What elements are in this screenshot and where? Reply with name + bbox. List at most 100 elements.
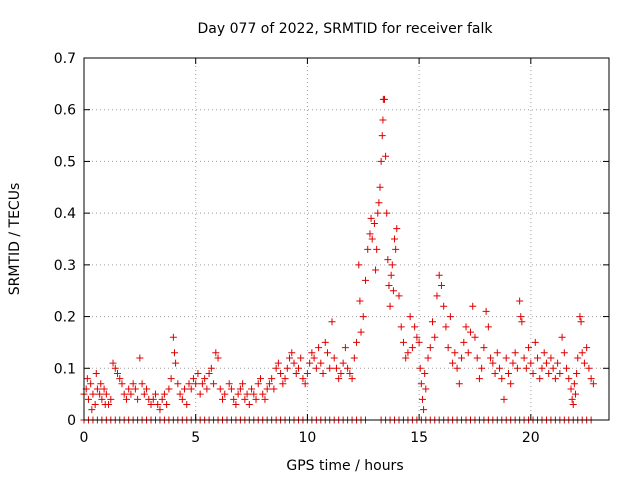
data-point [189,375,197,383]
data-point [391,235,399,243]
data-point [388,261,396,269]
data-point [297,354,305,362]
data-point [517,313,525,321]
data-point [411,323,419,331]
data-point [303,369,311,377]
data-point [570,380,578,388]
data-point [127,390,135,398]
data-point [172,359,180,367]
data-point [292,369,300,377]
data-point [109,359,117,367]
data-point [475,375,483,383]
data-point [560,349,568,357]
plot-frame [83,57,610,421]
data-point [433,292,441,300]
data-point [272,364,280,372]
data-point [207,364,215,372]
data-point [265,380,273,388]
data-point [96,390,104,398]
data-point [402,354,410,362]
data-point [93,385,101,393]
data-point [469,302,477,310]
data-point [332,364,340,372]
data-point [100,385,108,393]
data-point [393,225,401,233]
data-point [389,287,397,295]
data-point [529,369,537,377]
data-markers [80,95,597,424]
data-point [551,375,559,383]
data-point [418,395,426,403]
data-point [160,390,168,398]
data-point [366,230,374,238]
data-point [97,380,105,388]
x-tick-label: 15 [410,430,428,446]
data-point [525,344,533,352]
data-point [364,245,372,253]
data-point [111,364,119,372]
data-point [286,354,294,362]
data-point [283,364,291,372]
data-point [341,344,349,352]
data-point [375,199,383,207]
data-point [248,385,256,393]
data-point [384,256,392,264]
data-point [491,369,499,377]
data-point [385,282,393,290]
chart-title: Day 077 of 2022, SRMTID for receiver fal… [198,21,494,37]
data-point [256,375,264,383]
x-tick-label: 10 [298,430,316,446]
data-point [310,354,318,362]
y-tick-label: 0.6 [54,103,76,119]
data-point [241,395,249,403]
data-point [421,369,429,377]
data-point [192,380,200,388]
data-point [129,380,137,388]
data-point [87,380,95,388]
data-point [361,276,369,284]
data-point [301,380,309,388]
data-point [178,395,186,403]
data-point [379,116,387,124]
data-point [89,390,97,398]
data-point [312,364,320,372]
data-point [549,364,557,372]
data-point [451,349,459,357]
data-point [507,380,515,388]
data-point [513,364,521,372]
data-point [589,380,597,388]
data-point [250,390,258,398]
data-point [357,328,365,336]
grid-lines [84,58,609,420]
data-point [203,385,211,393]
y-tick-label: 0.5 [54,154,76,170]
data-point [516,297,524,305]
data-point [120,390,128,398]
data-point [196,390,204,398]
data-point [511,349,519,357]
data-point [151,390,159,398]
data-point [404,349,412,357]
data-point [355,261,363,269]
data-point [408,344,416,352]
data-point [509,359,517,367]
data-point [534,354,542,362]
data-point [116,375,124,383]
data-point [587,375,595,383]
data-point [374,209,382,217]
data-point [386,302,394,310]
data-point [221,390,229,398]
data-point [163,400,171,408]
data-point [422,385,430,393]
data-point [194,369,202,377]
data-point [230,395,238,403]
data-point [140,390,148,398]
x-axis-label: GPS time / hours [286,458,403,474]
data-point [387,271,395,279]
data-point [520,354,528,362]
data-point [125,385,133,393]
data-point [415,338,423,346]
data-point [101,400,109,408]
data-point [98,395,106,403]
data-point [378,132,386,140]
